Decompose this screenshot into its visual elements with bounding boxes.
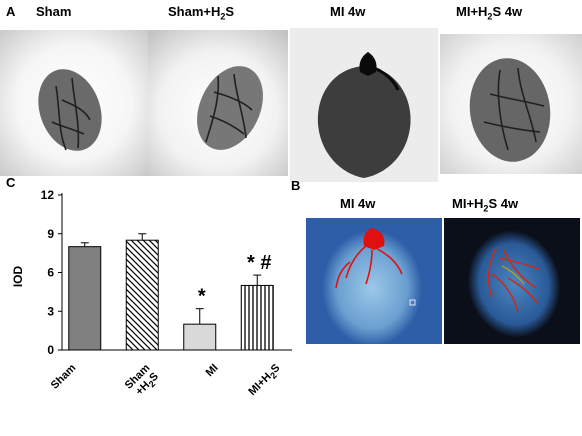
angiogram-mi-4w [306, 218, 442, 344]
bar-2 [183, 323, 217, 351]
bar-0 [68, 246, 102, 351]
bar-3 [240, 284, 274, 351]
col-title-sham-h2s: Sham+H2S [168, 4, 235, 22]
b-title-mi-h2s-4w: MI+H2S 4w [452, 196, 519, 214]
b-title-mi-4w: MI 4w [340, 196, 376, 211]
y-tick-label: 3 [47, 304, 54, 318]
y-tick-label: 12 [41, 188, 55, 202]
heart-photo-mi-4w [290, 28, 438, 182]
y-tick-label: 6 [47, 266, 54, 280]
iod-bar-chart: 0 3 6 9 12 IOD * * # [11, 188, 292, 357]
heart-photo-sham-h2s [148, 30, 288, 176]
significance-mark: * [198, 286, 206, 308]
col-title-mi-4w: MI 4w [330, 4, 366, 19]
heart-photo-mi-h2s-4w [440, 34, 582, 174]
y-tick-label: 9 [47, 227, 54, 241]
panel-a-letter: A [6, 4, 16, 19]
y-axis-label: IOD [11, 266, 25, 288]
bar-1 [125, 239, 159, 351]
col-title-sham: Sham [36, 4, 72, 19]
significance-mark: * # [247, 252, 271, 274]
panel-c-letter: C [6, 175, 16, 190]
angiogram-mi-h2s-4w [444, 218, 580, 344]
panel-b-letter: B [291, 178, 301, 193]
col-title-mi-h2s-4w: MI+H2S 4w [456, 4, 523, 22]
heart-photo-sham [0, 30, 148, 176]
y-tick-label: 0 [47, 343, 54, 357]
